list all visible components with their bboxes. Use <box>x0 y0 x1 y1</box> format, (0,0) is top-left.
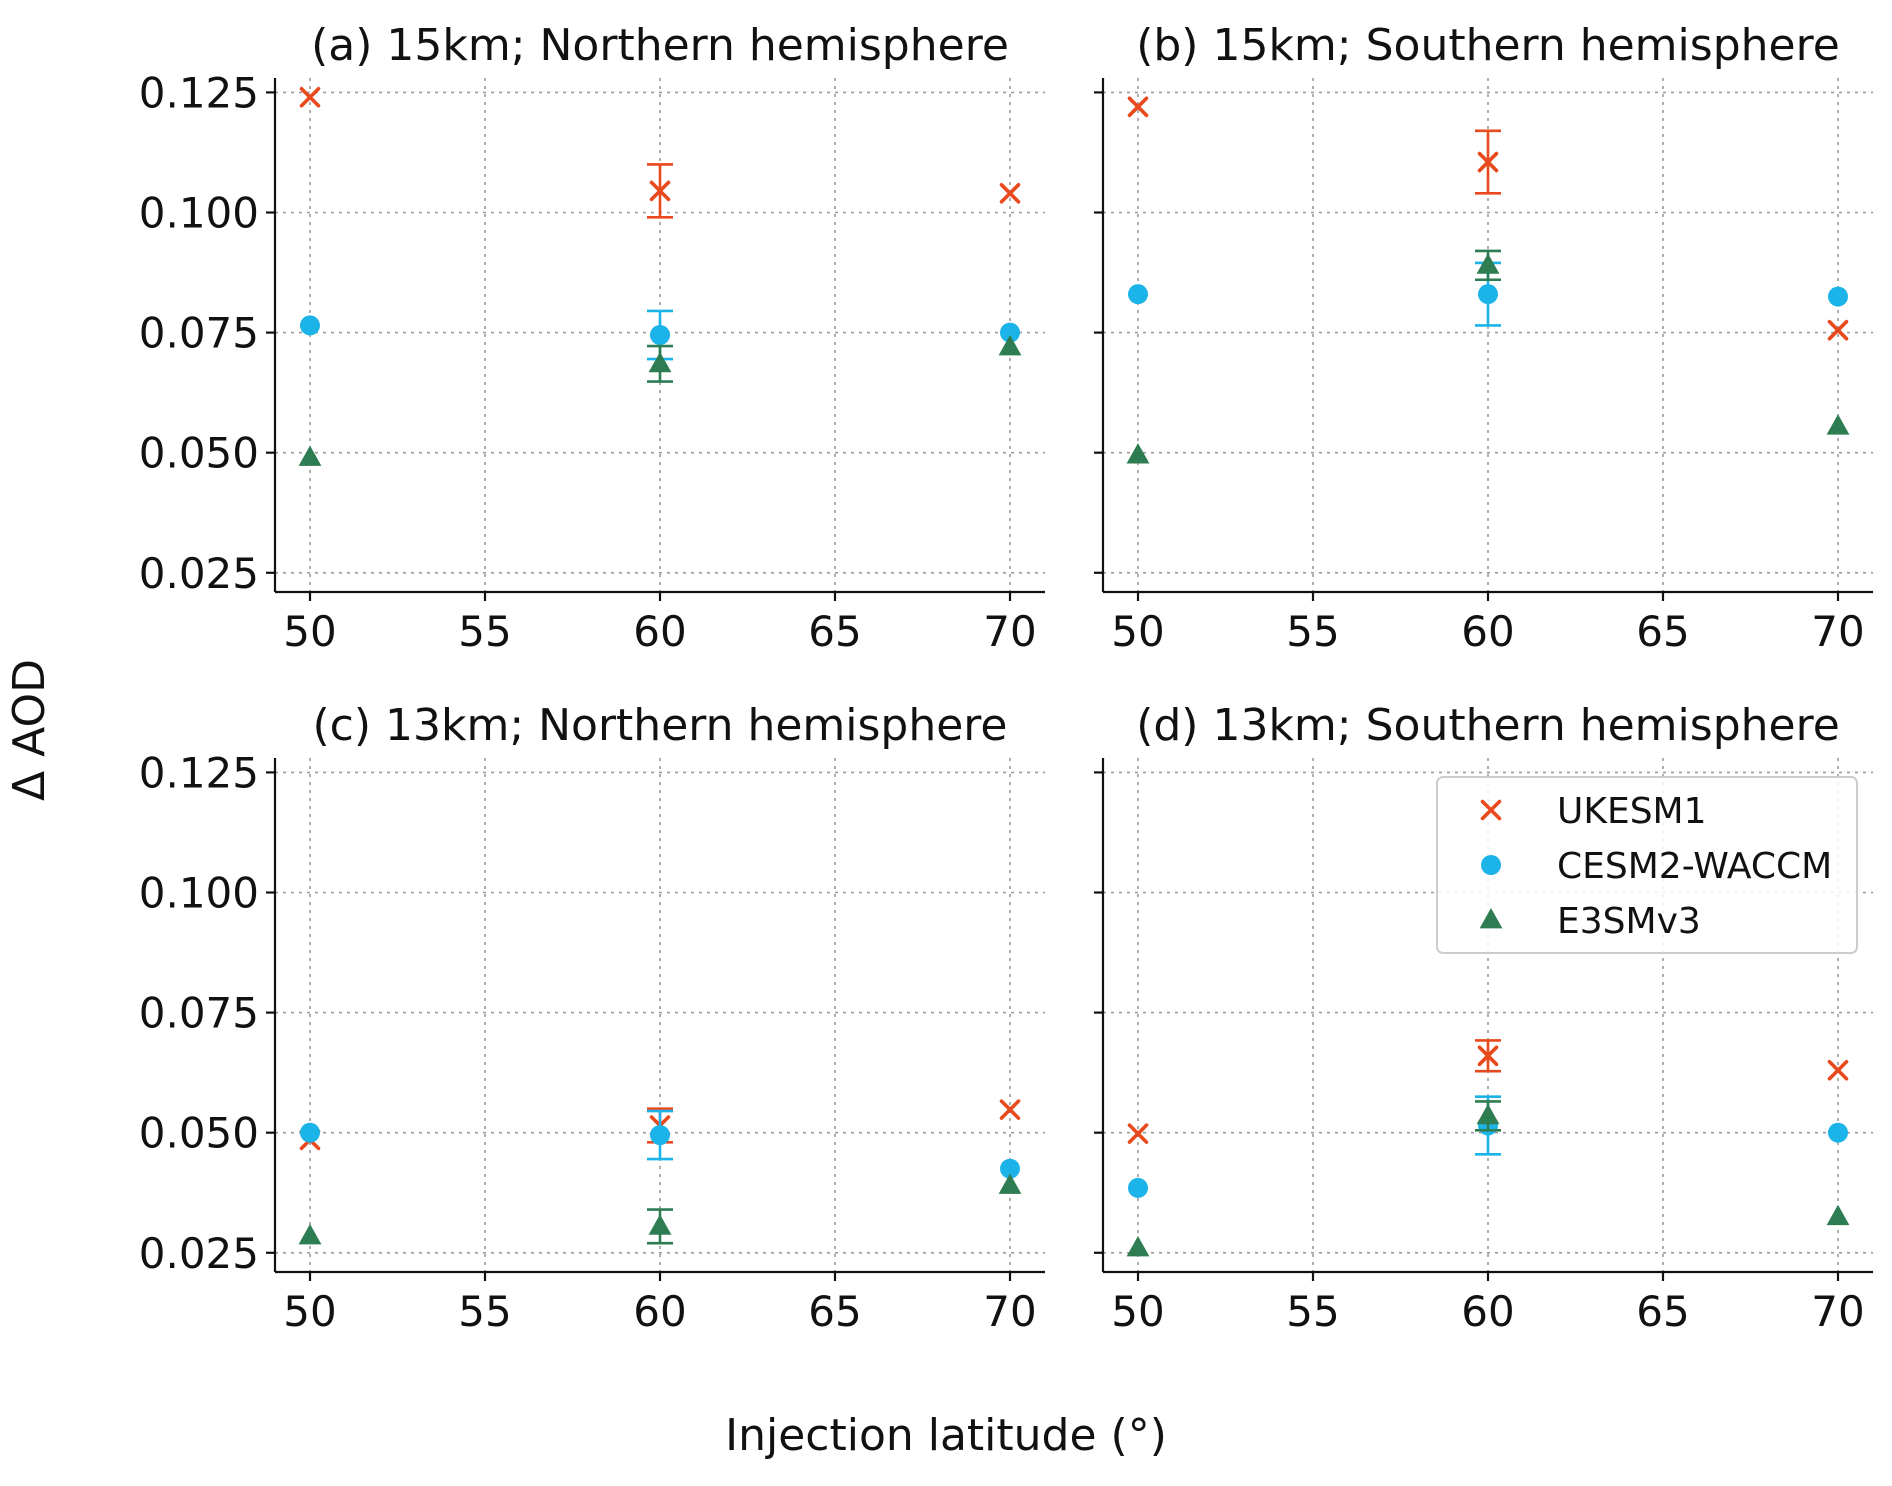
series-ukesm1 <box>299 86 1021 219</box>
data-point <box>1128 284 1148 305</box>
series-e3smv3 <box>1126 1100 1850 1257</box>
panel-title: (b) 15km; Southern hemisphere <box>1136 20 1840 71</box>
data-point <box>1828 1122 1848 1143</box>
y-tick-label: 0.050 <box>139 1109 259 1158</box>
x-tick-label: 70 <box>983 607 1036 656</box>
legend-label: CESM2-WACCM <box>1557 846 1832 887</box>
data-point <box>1127 1123 1149 1144</box>
x-tick-label: 65 <box>808 607 861 656</box>
data-point <box>1126 1235 1150 1257</box>
series-e3smv3 <box>298 335 1022 466</box>
panel-title: (c) 13km; Northern hemisphere <box>312 700 1007 751</box>
x-tick-label: 65 <box>1636 1287 1689 1336</box>
data-point <box>648 351 672 373</box>
series-e3smv3 <box>298 1173 1022 1245</box>
y-tick-label: 0.100 <box>139 189 259 238</box>
x-tick-label: 70 <box>983 1287 1036 1336</box>
data-point <box>1478 284 1498 305</box>
panel-title: (d) 13km; Southern hemisphere <box>1136 700 1840 751</box>
y-axis-label: Δ AOD <box>4 659 55 801</box>
series-cesm2-waccm <box>300 1109 1020 1179</box>
x-tick-label: 60 <box>1461 607 1514 656</box>
data-point <box>1826 414 1850 435</box>
series-cesm2-waccm <box>1128 261 1848 327</box>
y-tick-label: 0.025 <box>139 1229 259 1278</box>
data-point <box>299 86 321 108</box>
data-point <box>999 1099 1021 1120</box>
panel-title: (a) 15km; Northern hemisphere <box>311 20 1009 71</box>
y-tick-label: 0.125 <box>139 748 259 797</box>
data-point <box>1000 322 1020 343</box>
x-axis-label: Injection latitude (°) <box>725 1410 1167 1461</box>
legend: UKESM1 CESM2-WACCM E3SMv3 <box>1436 776 1858 954</box>
data-point <box>1827 319 1849 341</box>
data-point <box>298 445 322 466</box>
data-point <box>1127 96 1149 118</box>
data-point <box>1477 1045 1499 1067</box>
x-tick-label: 55 <box>1286 607 1339 656</box>
data-point <box>649 180 671 202</box>
series-ukesm1 <box>1127 96 1849 341</box>
y-tick-label: 0.125 <box>139 68 259 117</box>
data-point <box>999 182 1021 204</box>
data-point <box>648 1214 672 1235</box>
panels: 50 55 60 65 70 0.025 0.050 0.075 0.100 0.125 (a) 1… <box>139 20 1873 1336</box>
panel-c: 50 55 60 65 70 0.025 0.050 0.075 0.100 0.125 (c) 1… <box>139 700 1045 1336</box>
x-tick-label: 65 <box>808 1287 861 1336</box>
y-tick-label: 0.075 <box>139 309 259 358</box>
series-ukesm1 <box>1127 1039 1849 1144</box>
data-point <box>1826 1204 1850 1226</box>
legend-marker <box>1481 855 1501 875</box>
y-tick-label: 0.075 <box>139 989 259 1038</box>
data-point <box>1128 1177 1148 1198</box>
data-point <box>1828 286 1848 307</box>
data-point <box>300 1122 320 1143</box>
x-tick-label: 60 <box>633 607 686 656</box>
series-e3smv3 <box>1126 249 1850 464</box>
legend-marker <box>1479 908 1503 929</box>
x-tick-label: 60 <box>633 1287 686 1336</box>
legend-label: UKESM1 <box>1557 791 1707 832</box>
x-tick-label: 70 <box>1811 1287 1864 1336</box>
data-point <box>998 1173 1022 1194</box>
legend-frame <box>1436 776 1858 954</box>
data-point <box>1000 1158 1020 1179</box>
x-tick-label: 50 <box>1111 607 1164 656</box>
x-tick-label: 50 <box>283 1287 336 1336</box>
panel-b: 50 55 60 65 70 (b) 15km; Southern hemisphere <box>1094 20 1873 656</box>
y-tick-label: 0.100 <box>139 869 259 918</box>
legend-marker <box>1480 799 1502 821</box>
data-point <box>300 315 320 336</box>
data-point <box>298 1223 322 1245</box>
x-tick-label: 70 <box>1811 607 1864 656</box>
x-tick-label: 65 <box>1636 607 1689 656</box>
data-point <box>650 325 670 345</box>
data-point <box>998 335 1022 356</box>
y-tick-label: 0.050 <box>139 429 259 478</box>
x-tick-label: 50 <box>1111 1287 1164 1336</box>
legend-label: E3SMv3 <box>1557 901 1701 942</box>
x-tick-label: 50 <box>283 607 336 656</box>
data-point <box>1827 1059 1849 1081</box>
data-point <box>1476 1103 1500 1125</box>
panel-d: 50 55 60 65 70 (d) 13km; Southern hemisphere <box>1094 700 1873 1336</box>
y-tick-label: 0.025 <box>139 549 259 598</box>
x-tick-label: 55 <box>1286 1287 1339 1336</box>
data-point <box>650 1125 670 1146</box>
x-tick-label: 60 <box>1461 1287 1514 1336</box>
x-tick-label: 55 <box>458 1287 511 1336</box>
x-tick-label: 55 <box>458 607 511 656</box>
data-point <box>1477 151 1499 173</box>
data-point <box>1476 253 1500 274</box>
data-point <box>1126 443 1150 464</box>
panel-a: 50 55 60 65 70 0.025 0.050 0.075 0.100 0.125 (a) 1… <box>139 20 1045 656</box>
